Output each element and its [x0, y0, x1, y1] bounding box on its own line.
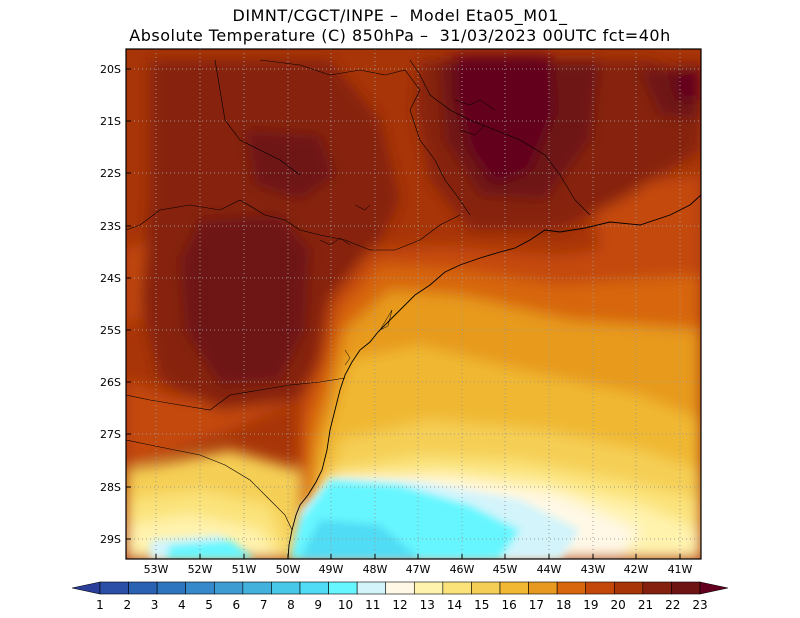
colorbar-swatch	[299, 581, 329, 595]
colorbar-arrow-high	[699, 581, 729, 595]
lon-label: 43W	[581, 563, 606, 576]
colorbar-swatch	[442, 581, 472, 595]
axis-ticks	[126, 68, 681, 559]
lat-label: 21S	[100, 115, 121, 128]
lon-label: 53W	[144, 563, 169, 576]
colorbar-swatch	[271, 581, 301, 595]
colorbar-swatch	[471, 581, 501, 595]
colorbar-swatch	[413, 581, 444, 595]
colorbar-label: 14	[447, 598, 462, 612]
state-borders	[126, 59, 591, 531]
colorbar-swatch	[585, 581, 615, 595]
lon-label: 52W	[188, 563, 213, 576]
colorbar-label: 22	[665, 598, 680, 612]
lat-label: 23S	[100, 220, 121, 233]
lon-label: 50W	[276, 563, 301, 576]
colorbar-swatch	[528, 581, 558, 595]
colorbar-swatch	[642, 581, 672, 595]
colorbar-label: 20	[611, 598, 626, 612]
lat-label: 28S	[100, 481, 121, 494]
lat-label: 22S	[100, 167, 121, 180]
colorbar-label: 10	[338, 598, 353, 612]
colorbar-swatch	[671, 581, 701, 595]
lon-label: 51W	[232, 563, 257, 576]
lon-label: 45W	[493, 563, 518, 576]
colorbar-label: 5	[205, 598, 213, 612]
colorbar-label: 18	[556, 598, 571, 612]
colorbar-label: 9	[314, 598, 322, 612]
map-title-line2: Absolute Temperature (C) 850hPa – 31/03/…	[129, 26, 671, 45]
colorbar-label: 6	[233, 598, 241, 612]
colorbar-label: 15	[474, 598, 489, 612]
colorbar-swatch	[328, 581, 358, 595]
colorbar-label: 17	[529, 598, 544, 612]
colorbar-swatch	[499, 581, 529, 595]
lat-label: 29S	[100, 533, 121, 546]
lat-label: 25S	[100, 324, 121, 337]
colorbar-label: 19	[583, 598, 598, 612]
colorbar-swatch	[242, 581, 272, 595]
lon-label: 44W	[537, 563, 562, 576]
colorbar-label: 23	[692, 598, 707, 612]
colorbar-swatch	[128, 581, 158, 595]
colorbar-label: 1	[96, 598, 104, 612]
colorbar-label: 4	[178, 598, 186, 612]
colorbar-label: 11	[365, 598, 380, 612]
map-title-line1: DIMNT/CGCT/INPE – Model Eta05_M01_	[232, 6, 568, 25]
lat-label: 20S	[100, 63, 121, 76]
colorbar-swatch	[613, 581, 644, 595]
lon-label: 41W	[668, 563, 693, 576]
coastline	[287, 194, 701, 559]
colorbar: 1 2 3 4 5 6 7 8 9 10 11 12 13 14 15 16 17 18 19 20 21 22 23	[71, 581, 729, 612]
colorbar-swatch	[213, 581, 244, 595]
colorbar-label: 16	[501, 598, 516, 612]
colorbar-label: 8	[287, 598, 295, 612]
lakes	[319, 99, 496, 366]
lat-label: 26S	[100, 376, 121, 389]
colorbar-label: 12	[392, 598, 407, 612]
colorbar-arrow-low	[71, 581, 101, 595]
colorbar-swatch	[99, 581, 129, 595]
colorbar-swatch	[156, 581, 187, 595]
lon-label: 49W	[319, 563, 344, 576]
lat-label: 24S	[100, 272, 121, 285]
lon-label: 48W	[363, 563, 388, 576]
colorbar-swatch	[385, 581, 415, 595]
colorbar-label: 2	[123, 598, 131, 612]
colorbar-swatch	[356, 581, 387, 595]
lat-label: 27S	[100, 428, 121, 441]
lon-label: 47W	[406, 563, 431, 576]
colorbar-swatch	[185, 581, 215, 595]
colorbar-label: 3	[151, 598, 159, 612]
map-frame	[125, 48, 702, 560]
temperature-field	[126, 49, 701, 559]
colorbar-label: 21	[638, 598, 653, 612]
lon-label: 42W	[624, 563, 649, 576]
colorbar-swatch	[556, 581, 587, 595]
colorbar-label: 7	[260, 598, 268, 612]
lon-label: 46W	[450, 563, 475, 576]
colorbar-label: 13	[420, 598, 435, 612]
